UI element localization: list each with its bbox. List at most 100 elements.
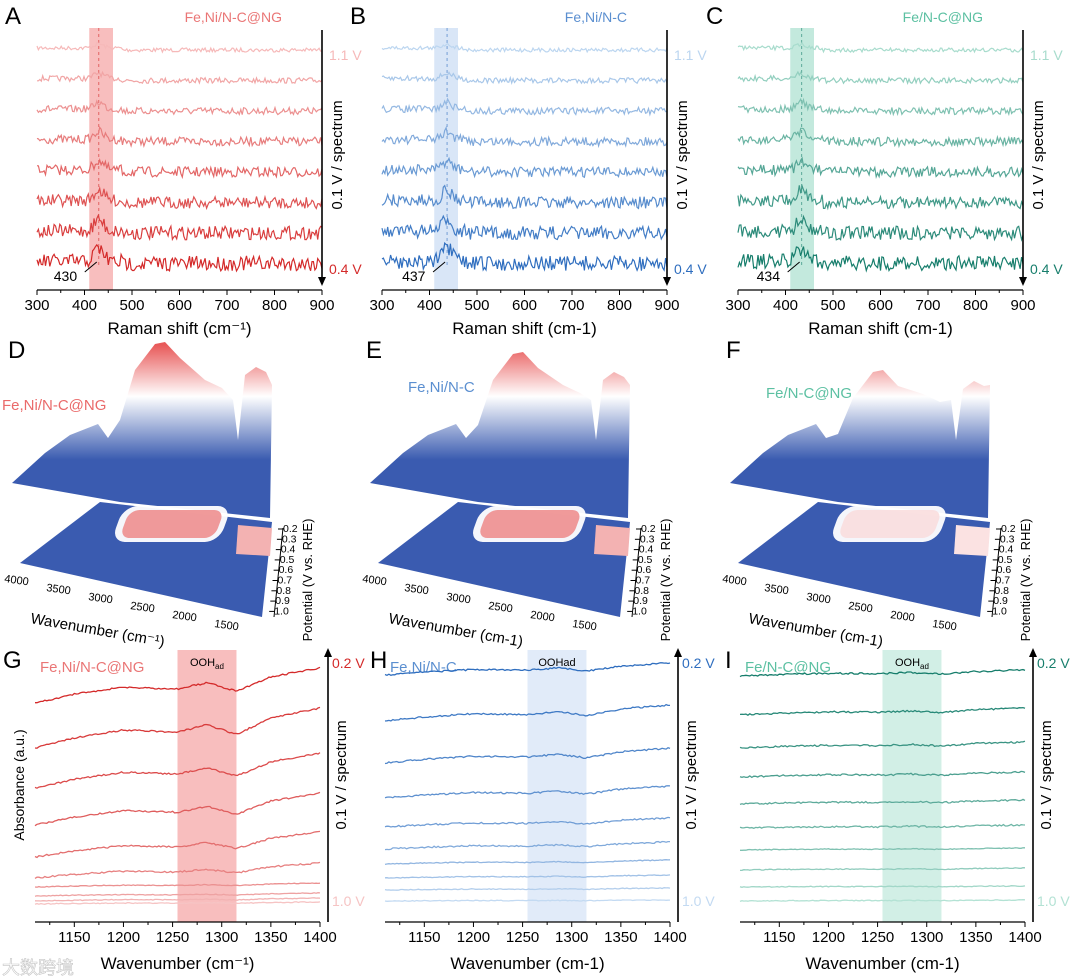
raman-spectrum <box>36 41 323 54</box>
arrow-head <box>1019 277 1027 286</box>
raman-spectrum <box>381 156 668 179</box>
potential-bottom-label: 1.0 V <box>332 893 365 909</box>
x-axis-title: Wavenumber (cm⁻¹) <box>29 610 166 650</box>
z-tick-label: 0.4 <box>999 544 1014 556</box>
potential-top-label: 0.2 V <box>332 655 365 671</box>
x-tick-label: 1250 <box>156 929 189 946</box>
z-axis-title: Potential (V vs. RHE) <box>300 519 315 642</box>
z-tick-label: 1.0 <box>632 605 647 617</box>
x-tick-label: 1400 <box>303 929 336 946</box>
x-tick-label: 300 <box>369 297 394 314</box>
x-tick-label: 3500 <box>46 582 72 597</box>
panel-letter: F <box>726 337 741 364</box>
panel-letter: B <box>350 3 366 30</box>
heatmap-positive-region <box>594 525 630 556</box>
sample-label: Fe,Ni/N-C <box>408 379 475 396</box>
x-tick-label: 1150 <box>58 929 90 946</box>
x-tick-label: 400 <box>773 297 798 314</box>
heatmap-positive-region <box>954 525 990 556</box>
x-tick-label: 800 <box>262 297 287 314</box>
panel-letter: E <box>366 337 382 364</box>
ir-spectrum <box>384 887 671 891</box>
ir-spectrum <box>34 882 321 888</box>
raman-spectrum <box>737 183 1024 211</box>
sample-label: Fe/N-C@NG <box>766 385 852 402</box>
x-tick-label: 1150 <box>763 929 795 946</box>
ir-spectrum <box>384 840 670 851</box>
x-tick-label: 3500 <box>404 582 430 597</box>
z-tick-label: 0.6 <box>637 564 652 576</box>
ir-spectrum <box>739 798 1026 806</box>
x-tick-label: 800 <box>607 297 632 314</box>
ir-spectrum <box>384 746 671 765</box>
z-tick-label: 0.4 <box>281 544 296 556</box>
ir-spectrum <box>384 816 671 828</box>
x-axis-title: Wavenumber (cm-1) <box>450 954 604 973</box>
ir-spectrum <box>34 861 321 879</box>
arrow-head <box>663 277 671 286</box>
panel-letter: A <box>5 3 21 30</box>
x-tick-label: 3000 <box>446 591 472 606</box>
x-tick-label: 1150 <box>408 929 440 946</box>
x-tick-label: 1500 <box>572 618 598 633</box>
x-tick-label: 900 <box>309 297 334 314</box>
z-tick-label: 0.9 <box>633 595 648 607</box>
potential-top-label: 1.1 V <box>674 47 707 63</box>
panel-letter: H <box>370 647 387 674</box>
raman-spectrum <box>37 70 323 85</box>
raman-spectrum <box>36 157 323 180</box>
peak-label: 434 <box>757 268 781 284</box>
potential-bottom-label: 0.4 V <box>329 261 362 277</box>
ir-spectrum <box>34 901 321 905</box>
z-tick-label: 0.4 <box>639 544 654 556</box>
raman-spectrum <box>381 184 668 210</box>
x-tick-label: 1350 <box>959 929 992 946</box>
x-tick-label: 1200 <box>457 929 490 946</box>
x-tick-label: 1300 <box>910 929 943 946</box>
x-axis-title: Raman shift (cm-1) <box>808 319 953 338</box>
ir-spectrum <box>739 885 1026 888</box>
ir-spectrum <box>34 897 321 902</box>
x-axis-title: Wavenumber (cm⁻¹) <box>101 954 255 973</box>
x-tick-label: 300 <box>725 297 750 314</box>
panel-letter: G <box>3 647 22 674</box>
x-tick-label: 600 <box>868 297 893 314</box>
raman-spectrum <box>737 97 1024 117</box>
raman-spectrum <box>381 42 668 54</box>
x-tick-label: 700 <box>559 297 584 314</box>
y-axis-title: Absorbance (a.u.) <box>11 729 27 840</box>
x-tick-label: 1500 <box>932 618 958 633</box>
x-tick-label: 3000 <box>806 591 832 606</box>
x-tick-label: 400 <box>72 297 97 314</box>
peak-label: 437 <box>402 268 426 284</box>
band-label: OOHad <box>538 657 575 669</box>
raman-spectrum <box>36 126 323 148</box>
raman-spectrum <box>737 127 1024 149</box>
potential-bottom-label: 1.0 V <box>1037 893 1070 909</box>
x-tick-label: 500 <box>119 297 144 314</box>
surface-panel-f: F 4000 3500 3000 2500 2000 1500 Wavenumber (cm-… <box>722 337 1033 651</box>
z-tick-label: 0.7 <box>636 575 651 587</box>
highlight-band <box>177 650 237 922</box>
raman-spectrum <box>381 241 668 272</box>
z-tick-label: 1.0 <box>274 605 289 617</box>
x-tick-label: 4000 <box>722 573 748 588</box>
x-tick-label: 1400 <box>653 929 686 946</box>
z-tick-label: 0.6 <box>279 564 294 576</box>
x-axis-title: Wavenumber (cm-1) <box>387 610 524 650</box>
watermark-logo: 大数跨境 <box>2 958 74 977</box>
peak-arrow <box>432 261 446 273</box>
ir-spectrum <box>739 770 1026 779</box>
rate-label: 0.1 V / spectrum <box>1038 720 1055 829</box>
x-axis-title: Raman shift (cm-1) <box>452 319 597 338</box>
x-tick-label: 4000 <box>4 573 30 588</box>
rate-label: 0.1 V / spectrum <box>674 100 691 209</box>
raman-panel-b: B Fe,Ni/N-C 300 400 500 600 700 800 900 Raman shi… <box>350 3 707 338</box>
x-tick-label: 2500 <box>848 600 874 615</box>
z-tick-label: 0.5 <box>638 554 653 566</box>
x-tick-label: 300 <box>24 297 49 314</box>
z-axis <box>273 527 284 618</box>
ir-spectrum <box>384 859 671 866</box>
z-tick-label: 0.7 <box>996 575 1011 587</box>
